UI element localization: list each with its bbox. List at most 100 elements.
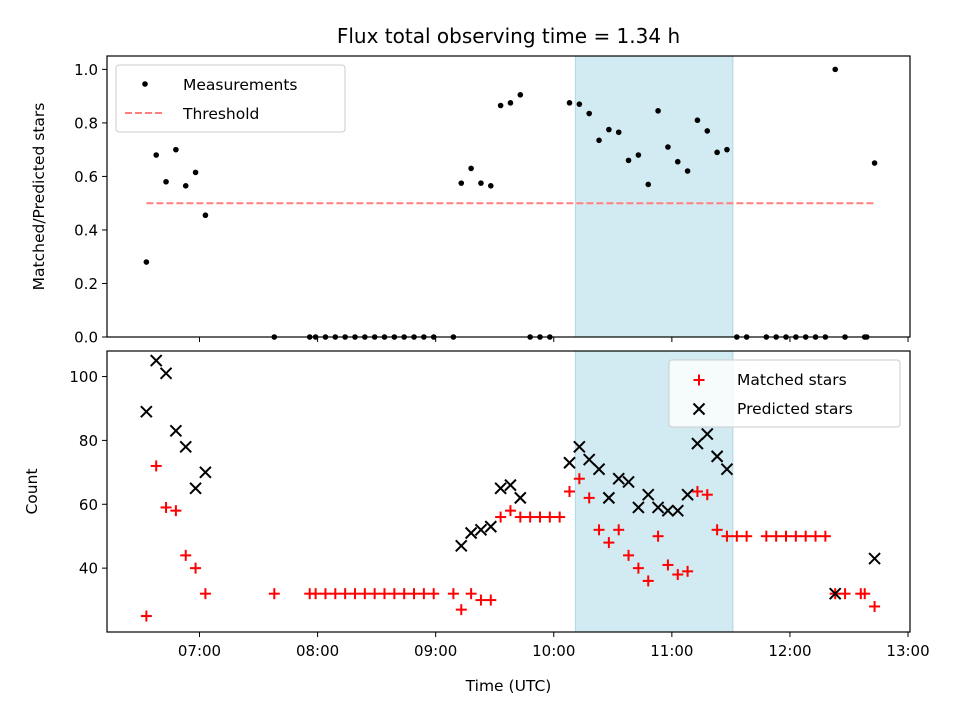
matched-star-point — [682, 565, 694, 577]
time-x-axis-label: Time (UTC) — [465, 677, 552, 695]
predicted-star-point — [494, 482, 507, 495]
x-b — [651, 501, 665, 514]
x-b — [642, 488, 655, 501]
x-b — [159, 367, 173, 380]
matched-star-point — [475, 594, 487, 606]
matched-star-point — [447, 588, 459, 600]
x-b — [592, 462, 606, 476]
predicted-star-point — [868, 552, 881, 565]
matched-star-point — [465, 588, 477, 600]
predicted-star-point — [464, 526, 478, 540]
x-b — [720, 462, 734, 476]
matched-star-point — [319, 588, 331, 600]
measurement-point — [478, 180, 484, 186]
count-panel: 40 60 80 100 07:00 08:00 09:00 10:00 11:00 12:00… — [23, 350, 930, 695]
time-x-tick-label: 11:00 — [650, 642, 693, 660]
x-b — [602, 491, 616, 505]
ratio-y-tick-label: 0.4 — [74, 221, 98, 239]
predicted-star-point — [149, 354, 163, 367]
measurement-point — [625, 157, 632, 164]
predicted-star-point — [169, 424, 183, 438]
legend-matched-stars: Matched stars — [737, 371, 847, 389]
measurement-point — [655, 108, 661, 114]
ratio-panel: 0.0 0.2 0.4 0.6 0.8 1.0 Flux total observing … — [30, 24, 911, 347]
measurement-point — [871, 160, 878, 166]
time-x-tick-label: 12:00 — [768, 642, 811, 660]
count-y-tick-label: 100 — [69, 368, 98, 386]
predicted-star-point — [140, 405, 153, 418]
measurement-point — [182, 182, 189, 189]
x-b — [681, 488, 694, 501]
matched-star-point — [652, 530, 664, 542]
predicted-star-point — [582, 453, 596, 466]
x-b — [573, 440, 586, 454]
x-b — [612, 472, 625, 485]
time-x-tick-label: 13:00 — [886, 642, 929, 660]
matched-star-point — [349, 588, 361, 600]
matched-star-point — [418, 588, 430, 600]
measurement-point — [674, 158, 681, 165]
matched-star-point — [170, 505, 182, 517]
measurement-point — [153, 152, 160, 158]
predicted-star-point — [474, 523, 488, 537]
time-x-tick-label: 07:00 — [178, 642, 221, 660]
predicted-star-point — [661, 504, 675, 517]
matched-star-point — [268, 588, 280, 600]
time-x-tick-label: 09:00 — [414, 642, 457, 660]
predicted-star-point — [710, 450, 724, 463]
matched-star-point — [859, 588, 871, 600]
x-b — [189, 482, 202, 495]
count-legend-box — [668, 359, 901, 428]
matched-star-point — [524, 511, 536, 523]
legend-predicted-stars: Predicted stars — [737, 400, 853, 418]
predicted-star-point — [484, 520, 497, 533]
predicted-star-point — [563, 456, 576, 469]
matched-star-point — [593, 524, 605, 536]
ratio-y-ticks: 0.0 0.2 0.4 0.6 0.8 1.0 — [74, 61, 107, 347]
x-b — [474, 523, 488, 537]
matched-star-point — [603, 537, 615, 549]
measurement-point — [576, 101, 583, 107]
matched-stars-points — [140, 460, 881, 622]
measurement-point — [468, 165, 474, 172]
matched-star-point — [398, 588, 410, 600]
ratio-legend: Measurements Threshold — [115, 64, 346, 133]
x-b — [514, 491, 527, 505]
x-b — [691, 437, 704, 450]
legend-measurements: Measurements — [183, 76, 298, 94]
matched-star-point — [623, 549, 635, 561]
x-b — [632, 501, 645, 514]
matched-star-point — [869, 600, 881, 612]
chart-title: Flux total observing time = 1.34 h — [337, 24, 680, 48]
ratio-y-axis-label: Matched/Predicted stars — [30, 103, 48, 291]
measurement-point — [724, 146, 730, 153]
measurement-point — [507, 100, 514, 106]
count-legend-markers — [692, 374, 706, 416]
x-b — [661, 504, 675, 517]
matched-star-point — [190, 562, 202, 574]
ratio-legend-box — [115, 64, 346, 133]
time-x-ticks: 07:00 08:00 09:00 10:00 11:00 12:00 13:00 — [178, 632, 930, 660]
ratio-y-tick-label: 0.0 — [74, 329, 98, 347]
matched-star-point — [495, 511, 507, 523]
predicted-star-point — [504, 478, 517, 492]
count-y-tick-label: 40 — [79, 560, 98, 578]
predicted-star-point — [199, 466, 212, 479]
legend-threshold: Threshold — [182, 105, 259, 123]
measurement-point — [615, 129, 622, 136]
matched-star-point — [583, 492, 595, 504]
predicted-star-point — [671, 504, 684, 517]
matched-star-point — [150, 460, 162, 472]
x-b — [692, 402, 706, 416]
predicted-star-point — [179, 440, 192, 454]
matched-star-point — [672, 569, 684, 581]
predicted-star-point — [632, 501, 645, 514]
x-b — [494, 482, 507, 495]
matched-star-point — [534, 511, 546, 523]
predicted-star-point — [681, 488, 694, 501]
measurement-point — [173, 146, 179, 153]
measurement-point — [596, 137, 602, 144]
matched-star-point — [455, 604, 467, 616]
matched-star-point — [554, 511, 566, 523]
